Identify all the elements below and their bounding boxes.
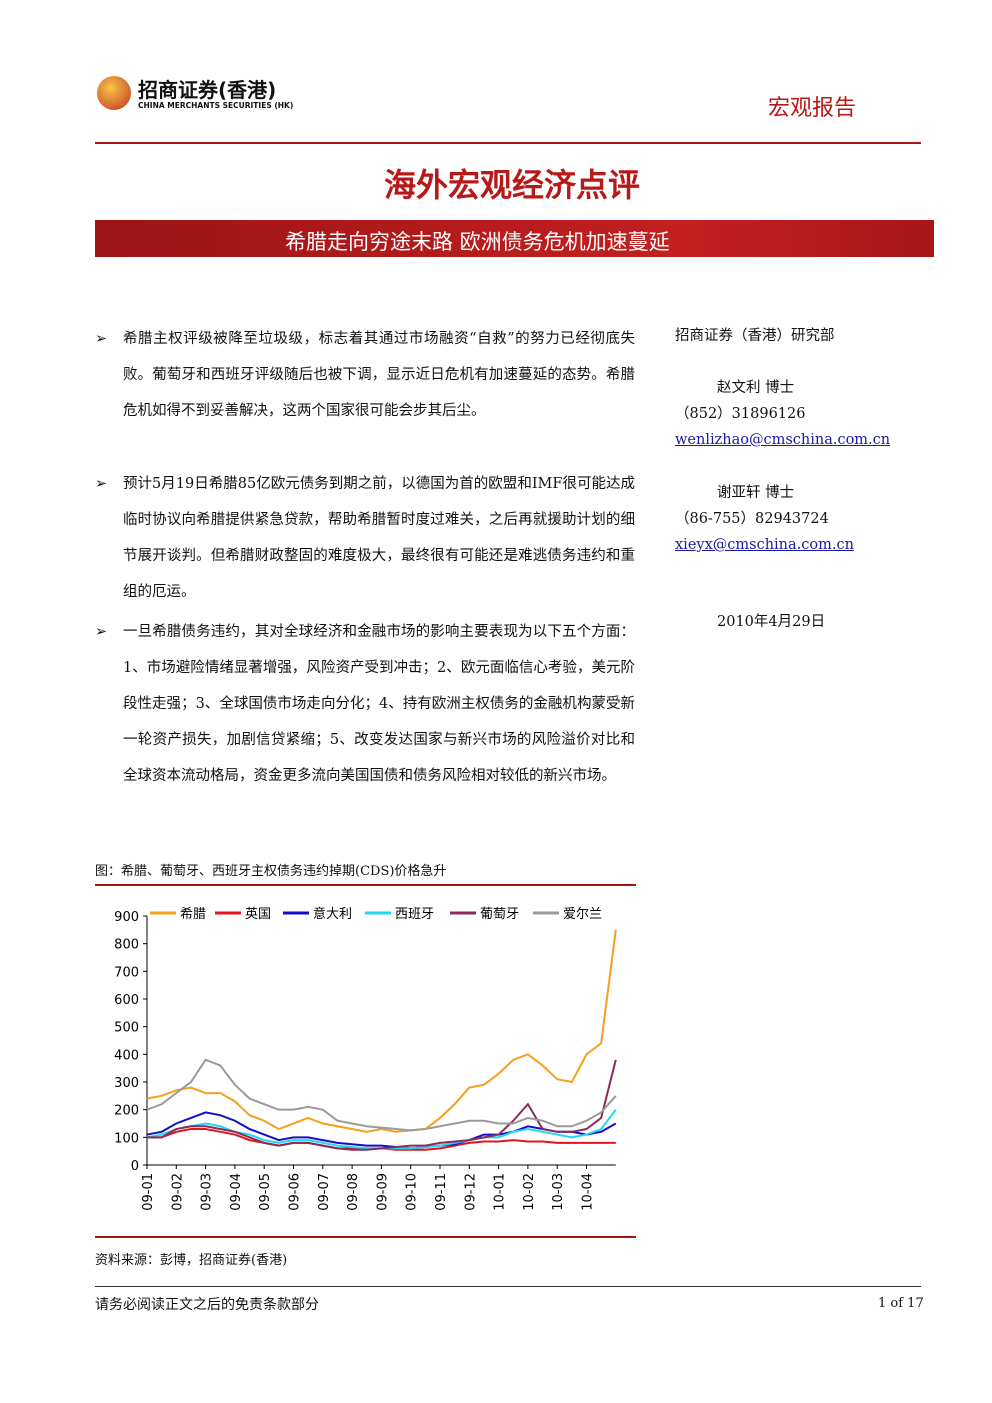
page-number: 1 of 17 bbox=[878, 1296, 924, 1311]
email[interactable]: xieyx@cmschina.com.cn bbox=[675, 537, 854, 553]
bullet-text: 希腊主权评级被降至垃圾级，标志着其通过市场融资“自救”的努力已经彻底失败。葡萄牙… bbox=[123, 331, 635, 419]
legend-label: 意大利 bbox=[313, 906, 352, 922]
company: 招商证券(香港) bbox=[138, 78, 277, 102]
legend-label: 西班牙 bbox=[395, 907, 434, 922]
bullet: ➢ 一旦希腊债务违约，其对全球经济和金融市场的影响主要表现为以下五个方面：1、市场… bbox=[95, 614, 635, 794]
legend-label: 葡萄牙 bbox=[480, 907, 519, 922]
x-tick-label: 09-10 bbox=[405, 1173, 420, 1211]
rule bbox=[95, 142, 921, 144]
y-tick-label: 800 bbox=[114, 938, 139, 953]
x-tick-label: 09-02 bbox=[170, 1173, 185, 1211]
rule bbox=[95, 1286, 921, 1287]
y-tick-label: 500 bbox=[114, 1021, 139, 1036]
y-tick-label: 700 bbox=[114, 965, 139, 980]
y-tick-label: 300 bbox=[114, 1076, 139, 1091]
bullet-text: 一旦希腊债务违约，其对全球经济和金融市场的影响主要表现为以下五个方面：1、市场避… bbox=[123, 624, 635, 784]
phone: （86-755）82943724 bbox=[675, 511, 829, 527]
disclaimer: 请务必阅读正文之后的免责条款部分 bbox=[95, 1297, 319, 1313]
x-tick-label: 09-04 bbox=[229, 1173, 244, 1211]
bullet: ➢ 希腊主权评级被降至垃圾级，标志着其通过市场融资“自救”的努力已经彻底失败。葡萄… bbox=[95, 321, 635, 429]
series-line bbox=[147, 1059, 617, 1151]
series-line bbox=[146, 929, 617, 1133]
x-tick-label: 09-11 bbox=[434, 1173, 449, 1211]
author: 谢亚轩 博士 bbox=[717, 485, 795, 501]
y-tick-label: 100 bbox=[114, 1131, 139, 1146]
phone: （852）31896126 bbox=[675, 406, 806, 422]
company-en: CHINA MERCHANTS SECURITIES (HK) bbox=[138, 101, 294, 110]
x-tick-label: 09-07 bbox=[317, 1173, 332, 1211]
x-tick-label: 10-04 bbox=[581, 1173, 596, 1211]
legend-label: 英国 bbox=[245, 907, 271, 922]
bullet: ➢ 预计5月19日希腊85亿欧元债务到期之前，以德国为首的欧盟和IMF很可能达成临… bbox=[95, 466, 635, 610]
author: 赵文利 博士 bbox=[717, 380, 795, 396]
x-tick-label: 10-02 bbox=[522, 1173, 537, 1211]
chart: 0 100 200 300 400 500 600 700 800 900 09-01 09-02 09… bbox=[114, 906, 617, 1211]
legend-label: 希腊 bbox=[180, 907, 206, 922]
email[interactable]: wenlizhao@cmschina.com.cn bbox=[675, 432, 891, 448]
x-tick-label: 10-03 bbox=[551, 1173, 566, 1211]
report-type: 宏观报告 bbox=[768, 96, 857, 121]
y-tick-label: 400 bbox=[114, 1048, 139, 1063]
bullet-text: 预计5月19日希腊85亿欧元债务到期之前，以德国为首的欧盟和IMF很可能达成临时… bbox=[123, 476, 635, 600]
x-tick-label: 09-12 bbox=[463, 1173, 478, 1211]
rule bbox=[95, 884, 636, 886]
series-line bbox=[146, 1058, 617, 1132]
x-tick-label: 09-01 bbox=[141, 1173, 156, 1211]
figure-source: 资料来源：彭博，招商证券(香港) bbox=[95, 1253, 288, 1268]
subtitle: 希腊走向穷途末路 欧洲债务危机加速蔓延 bbox=[285, 230, 670, 254]
y-tick-label: 600 bbox=[114, 993, 139, 1008]
y-tick-label: 0 bbox=[131, 1159, 139, 1174]
x-tick-label: 09-06 bbox=[288, 1173, 303, 1211]
series-line bbox=[146, 1111, 617, 1150]
x-tick-label: 09-09 bbox=[375, 1173, 390, 1211]
y-tick-label: 900 bbox=[114, 910, 139, 925]
x-tick-label: 09-03 bbox=[200, 1173, 215, 1211]
subtitle-band bbox=[95, 220, 934, 257]
y-tick-label: 200 bbox=[114, 1104, 139, 1119]
figure-caption: 图：希腊、葡萄牙、西班牙主权债务违约掉期(CDS)价格急升 bbox=[95, 864, 447, 879]
x-tick-label: 09-05 bbox=[258, 1173, 273, 1211]
title: 海外宏观经济点评 bbox=[383, 166, 640, 204]
x-tick-label: 09-08 bbox=[346, 1173, 361, 1211]
dept: 招商证券（香港）研究部 bbox=[675, 328, 835, 344]
logo bbox=[97, 76, 131, 110]
date: 2010年4月29日 bbox=[717, 614, 826, 630]
rule bbox=[95, 1236, 636, 1238]
legend-label: 爱尔兰 bbox=[563, 907, 602, 922]
x-tick-label: 10-01 bbox=[493, 1173, 508, 1211]
